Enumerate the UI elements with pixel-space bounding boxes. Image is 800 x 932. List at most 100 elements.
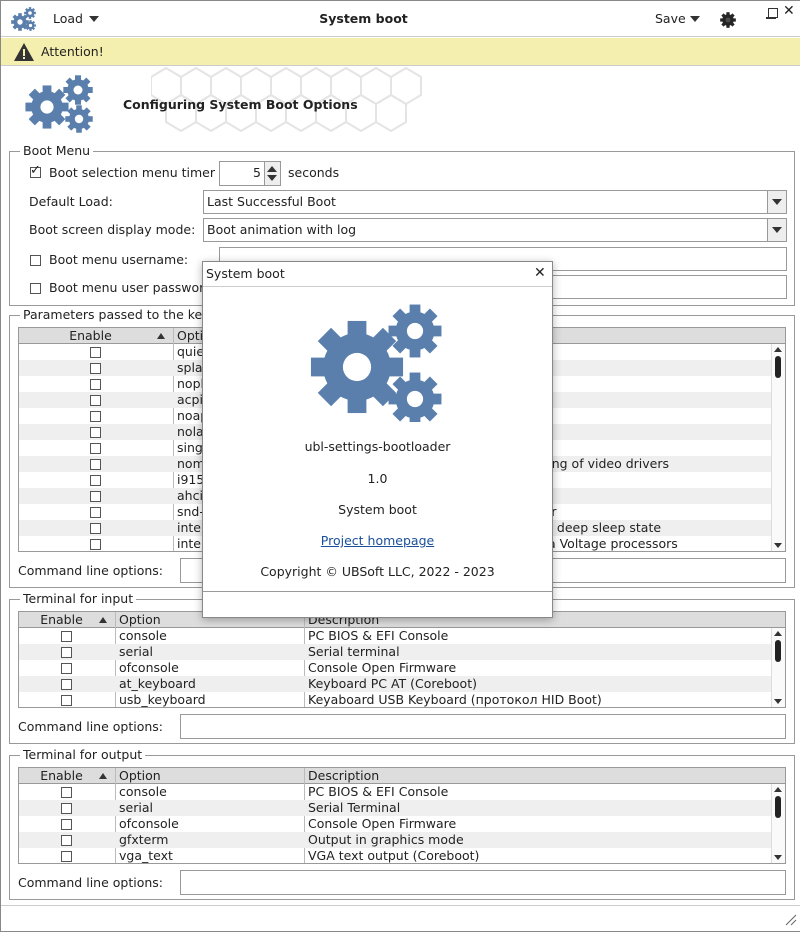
- dropdown-arrow: [690, 16, 700, 22]
- combo-box[interactable]: [203, 190, 787, 214]
- scroll-thumb[interactable]: [775, 356, 781, 378]
- column-header[interactable]: Option: [119, 768, 161, 783]
- checkbox[interactable]: [89, 443, 101, 454]
- checkbox[interactable]: [89, 379, 101, 390]
- group-title: Boot Menu: [20, 143, 94, 159]
- dropdown-arrow: [772, 227, 782, 233]
- spinbox-value: 5: [253, 165, 261, 180]
- title-bar: Load System boot Save ✕: [1, 1, 800, 37]
- dialog-title: System boot: [206, 266, 285, 281]
- row-stripe: [19, 800, 771, 816]
- checkbox[interactable]: [60, 663, 72, 674]
- column-header[interactable]: Enable: [69, 328, 112, 343]
- description-cell: Serial terminal: [308, 644, 400, 659]
- checkbox[interactable]: [89, 507, 101, 518]
- description-cell: PC BIOS & EFI Console: [308, 784, 449, 799]
- checkbox[interactable]: [89, 347, 101, 358]
- combo-value: Boot animation with log: [207, 222, 357, 237]
- option-cell: serial: [119, 644, 153, 659]
- column-header[interactable]: Enable: [40, 612, 83, 627]
- scroll-up[interactable]: [774, 631, 782, 636]
- warning-icon: [14, 43, 34, 61]
- checkbox[interactable]: [89, 395, 101, 406]
- dialog-close[interactable]: ✕: [534, 265, 546, 281]
- scrollbar: [771, 784, 785, 863]
- text-entry[interactable]: [180, 870, 786, 895]
- resize-grip[interactable]: [785, 914, 797, 926]
- description-cell: Serial Terminal: [308, 800, 401, 815]
- column-header[interactable]: Enable: [40, 768, 83, 783]
- description-cell: Keyboard PC AT (Coreboot): [308, 676, 477, 691]
- checkbox[interactable]: [60, 803, 72, 814]
- scroll-down[interactable]: [774, 699, 782, 704]
- load-menu[interactable]: Load: [53, 11, 83, 26]
- sort-arrow: [157, 333, 165, 339]
- save-menu[interactable]: Save: [655, 11, 686, 26]
- checkbox[interactable]: [89, 523, 101, 534]
- option-cell: console: [119, 628, 167, 643]
- option-cell: vga_text: [119, 848, 173, 863]
- option-cell: quiet: [177, 344, 209, 359]
- checkbox[interactable]: [89, 363, 101, 374]
- description-cell: Console Open Firmware: [308, 816, 457, 831]
- option-cell: ofconsole: [119, 816, 179, 831]
- maximize-button[interactable]: [768, 8, 778, 18]
- group-box: [9, 755, 795, 900]
- label: Boot menu username:: [49, 252, 189, 267]
- checkbox[interactable]: [60, 679, 72, 690]
- checkbox[interactable]: [60, 819, 72, 830]
- about-dialog: System boot ✕ ubl-settings-bootloader 1.…: [202, 261, 553, 618]
- scroll-up[interactable]: [774, 787, 782, 792]
- group-title: Terminal for input: [20, 591, 137, 607]
- checkbox[interactable]: [60, 851, 72, 862]
- label: Command line options:: [18, 719, 164, 734]
- status-bar-border: [1, 905, 800, 906]
- check-mark: ✓: [30, 163, 41, 178]
- label: Command line options:: [18, 563, 164, 578]
- row-stripe: [19, 832, 771, 848]
- scroll-down[interactable]: [774, 855, 782, 860]
- header-title: Configuring System Boot Options: [123, 97, 358, 112]
- banner-text: Attention!: [41, 44, 104, 59]
- scroll-thumb[interactable]: [775, 640, 781, 662]
- group-title: Parameters passed to the kernel: [20, 307, 230, 323]
- label: seconds: [288, 165, 340, 180]
- dialog-separator: [203, 591, 552, 592]
- description-cell: PC BIOS & EFI Console: [308, 628, 449, 643]
- text-entry[interactable]: [180, 714, 786, 739]
- checkbox[interactable]: [60, 835, 72, 846]
- checkbox[interactable]: [89, 491, 101, 502]
- option-cell: ofconsole: [119, 660, 179, 675]
- checkbox[interactable]: [60, 631, 72, 642]
- program-name: System boot: [338, 502, 417, 517]
- checkbox[interactable]: [30, 167, 41, 178]
- checkbox[interactable]: [89, 475, 101, 486]
- checkbox[interactable]: [60, 787, 72, 798]
- sort-arrow: [99, 773, 107, 779]
- checkbox[interactable]: [89, 539, 101, 550]
- column-header[interactable]: Description: [308, 768, 380, 783]
- checkbox[interactable]: [89, 411, 101, 422]
- app-name: ubl-settings-bootloader: [304, 439, 451, 454]
- row-stripe: [19, 644, 771, 660]
- scroll-thumb[interactable]: [775, 796, 781, 818]
- description-cell: Keyabоard USB Keyboard (протокол HID Boo…: [308, 692, 602, 707]
- scrollbar: [771, 628, 785, 707]
- homepage-link[interactable]: Project homepage: [320, 533, 435, 548]
- scroll-down[interactable]: [774, 543, 782, 548]
- spin-down: [267, 175, 277, 181]
- label: Command line options:: [18, 875, 164, 890]
- minimize-button[interactable]: [766, 17, 776, 19]
- close-button[interactable]: ✕: [783, 3, 795, 19]
- combo-box[interactable]: [203, 218, 787, 242]
- checkbox[interactable]: [60, 695, 72, 706]
- checkbox[interactable]: [30, 255, 41, 266]
- checkbox[interactable]: [30, 283, 41, 294]
- checkbox[interactable]: [89, 459, 101, 470]
- hex-pattern: [151, 67, 422, 133]
- column-header[interactable]: Option: [119, 612, 161, 627]
- scroll-up[interactable]: [774, 347, 782, 352]
- checkbox[interactable]: [89, 427, 101, 438]
- checkbox[interactable]: [60, 647, 72, 658]
